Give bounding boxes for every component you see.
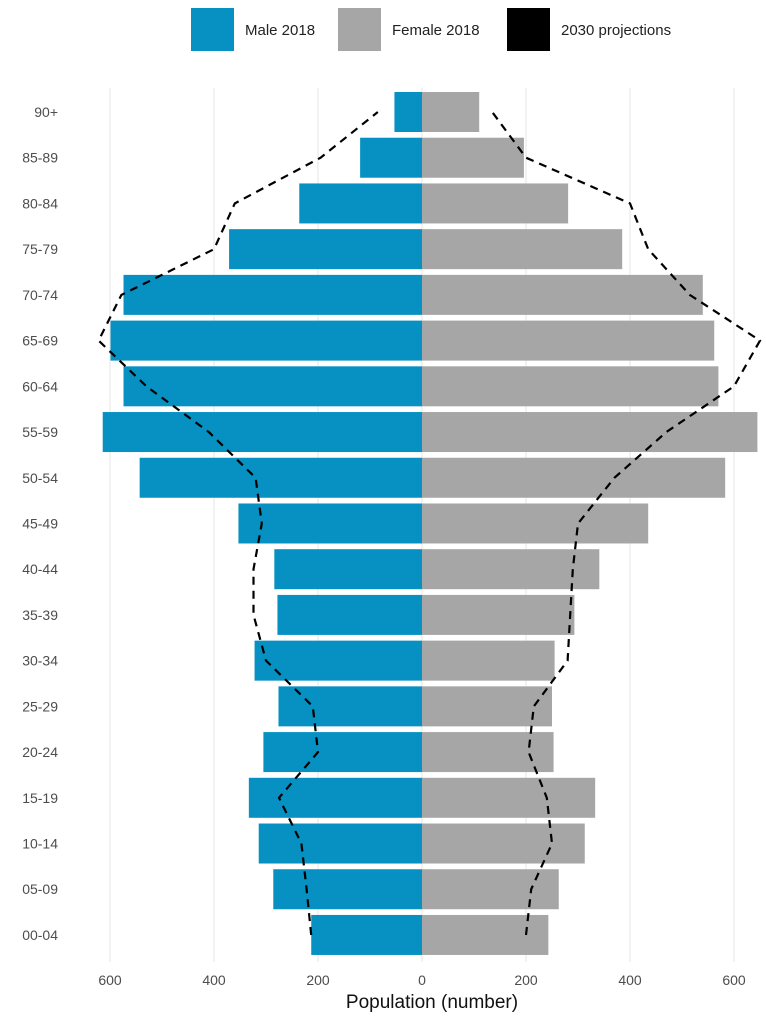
y-tick-label-40-44: 40-44 — [22, 561, 58, 577]
y-tick-label-90+: 90+ — [34, 104, 58, 120]
y-tick-label-20-24: 20-24 — [22, 744, 58, 760]
bar-male-75-79 — [229, 229, 422, 270]
bar-male-10-14 — [258, 823, 422, 864]
legend-swatch-2 — [507, 8, 550, 51]
bar-female-85-89 — [422, 137, 524, 178]
bar-male-35-39 — [277, 594, 422, 635]
x-axis-title: Population (number) — [346, 992, 518, 1013]
y-tick-label-65-69: 65-69 — [22, 333, 58, 349]
y-tick-label-25-29: 25-29 — [22, 698, 58, 714]
bar-female-35-39 — [422, 594, 575, 635]
x-tick-label-5: 400 — [618, 972, 642, 988]
legend-swatch-1 — [338, 8, 381, 51]
y-tick-label-80-84: 80-84 — [22, 195, 58, 211]
bar-female-70-74 — [422, 274, 703, 315]
bar-male-70-74 — [123, 274, 423, 315]
projection-lines — [97, 111, 762, 936]
projection-line-female — [491, 111, 762, 936]
y-tick-label-35-39: 35-39 — [22, 607, 58, 623]
y-tick-label-15-19: 15-19 — [22, 790, 58, 806]
x-tick-label-3: 0 — [418, 972, 426, 988]
bar-male-80-84 — [299, 183, 422, 224]
legend-label-1: Female 2018 — [392, 22, 480, 39]
y-tick-label-70-74: 70-74 — [22, 287, 58, 303]
bars — [102, 92, 758, 955]
y-tick-label-75-79: 75-79 — [22, 241, 58, 257]
bar-female-20-24 — [422, 732, 554, 773]
y-tick-label-60-64: 60-64 — [22, 378, 58, 394]
bar-female-55-59 — [422, 412, 758, 453]
bar-female-00-04 — [422, 914, 549, 955]
bar-female-40-44 — [422, 549, 600, 590]
bar-male-40-44 — [274, 549, 422, 590]
bar-female-25-29 — [422, 686, 552, 727]
bar-male-85-89 — [360, 137, 422, 178]
bar-female-50-54 — [422, 457, 726, 498]
bar-male-05-09 — [273, 869, 422, 910]
bar-male-60-64 — [123, 366, 423, 407]
bar-female-10-14 — [422, 823, 585, 864]
y-tick-label-85-89: 85-89 — [22, 150, 58, 166]
legend-label-0: Male 2018 — [245, 22, 315, 39]
y-tick-labels: 00-04 05-09 10-14 15-19 20-24 25-29 30-34 35-39… — [22, 104, 58, 943]
bar-male-50-54 — [139, 457, 422, 498]
y-tick-label-00-04: 00-04 — [22, 927, 58, 943]
x-tick-labels: 600 400 200 0 200 400 600 — [98, 972, 746, 988]
bar-male-25-29 — [278, 686, 422, 727]
legend: Male 2018 Female 2018 2030 projections — [191, 8, 671, 51]
bar-male-45-49 — [238, 503, 422, 544]
bar-male-55-59 — [102, 412, 422, 453]
bar-female-75-79 — [422, 229, 623, 270]
bar-female-30-34 — [422, 640, 555, 681]
x-tick-label-2: 200 — [306, 972, 330, 988]
bar-female-80-84 — [422, 183, 569, 224]
legend-swatch-0 — [191, 8, 234, 51]
bar-male-15-19 — [248, 777, 422, 818]
bar-male-30-34 — [254, 640, 422, 681]
y-tick-label-55-59: 55-59 — [22, 424, 58, 440]
bar-female-65-69 — [422, 320, 715, 361]
y-tick-label-30-34: 30-34 — [22, 653, 58, 669]
bar-female-60-64 — [422, 366, 719, 407]
bar-male-00-04 — [311, 914, 422, 955]
y-tick-label-45-49: 45-49 — [22, 515, 58, 531]
bar-female-45-49 — [422, 503, 649, 544]
bar-male-90+ — [394, 92, 422, 132]
bar-female-90+ — [422, 92, 480, 132]
bar-female-15-19 — [422, 777, 596, 818]
y-tick-label-50-54: 50-54 — [22, 470, 58, 486]
bar-male-20-24 — [263, 732, 422, 773]
y-tick-label-05-09: 05-09 — [22, 881, 58, 897]
x-tick-label-1: 400 — [202, 972, 226, 988]
x-tick-label-4: 200 — [514, 972, 538, 988]
bar-female-05-09 — [422, 869, 559, 910]
projection-line-male — [97, 111, 379, 936]
bar-male-65-69 — [110, 320, 423, 361]
x-tick-label-6: 600 — [722, 972, 746, 988]
legend-label-2: 2030 projections — [561, 22, 671, 39]
x-tick-label-0: 600 — [98, 972, 122, 988]
y-tick-label-10-14: 10-14 — [22, 836, 58, 852]
